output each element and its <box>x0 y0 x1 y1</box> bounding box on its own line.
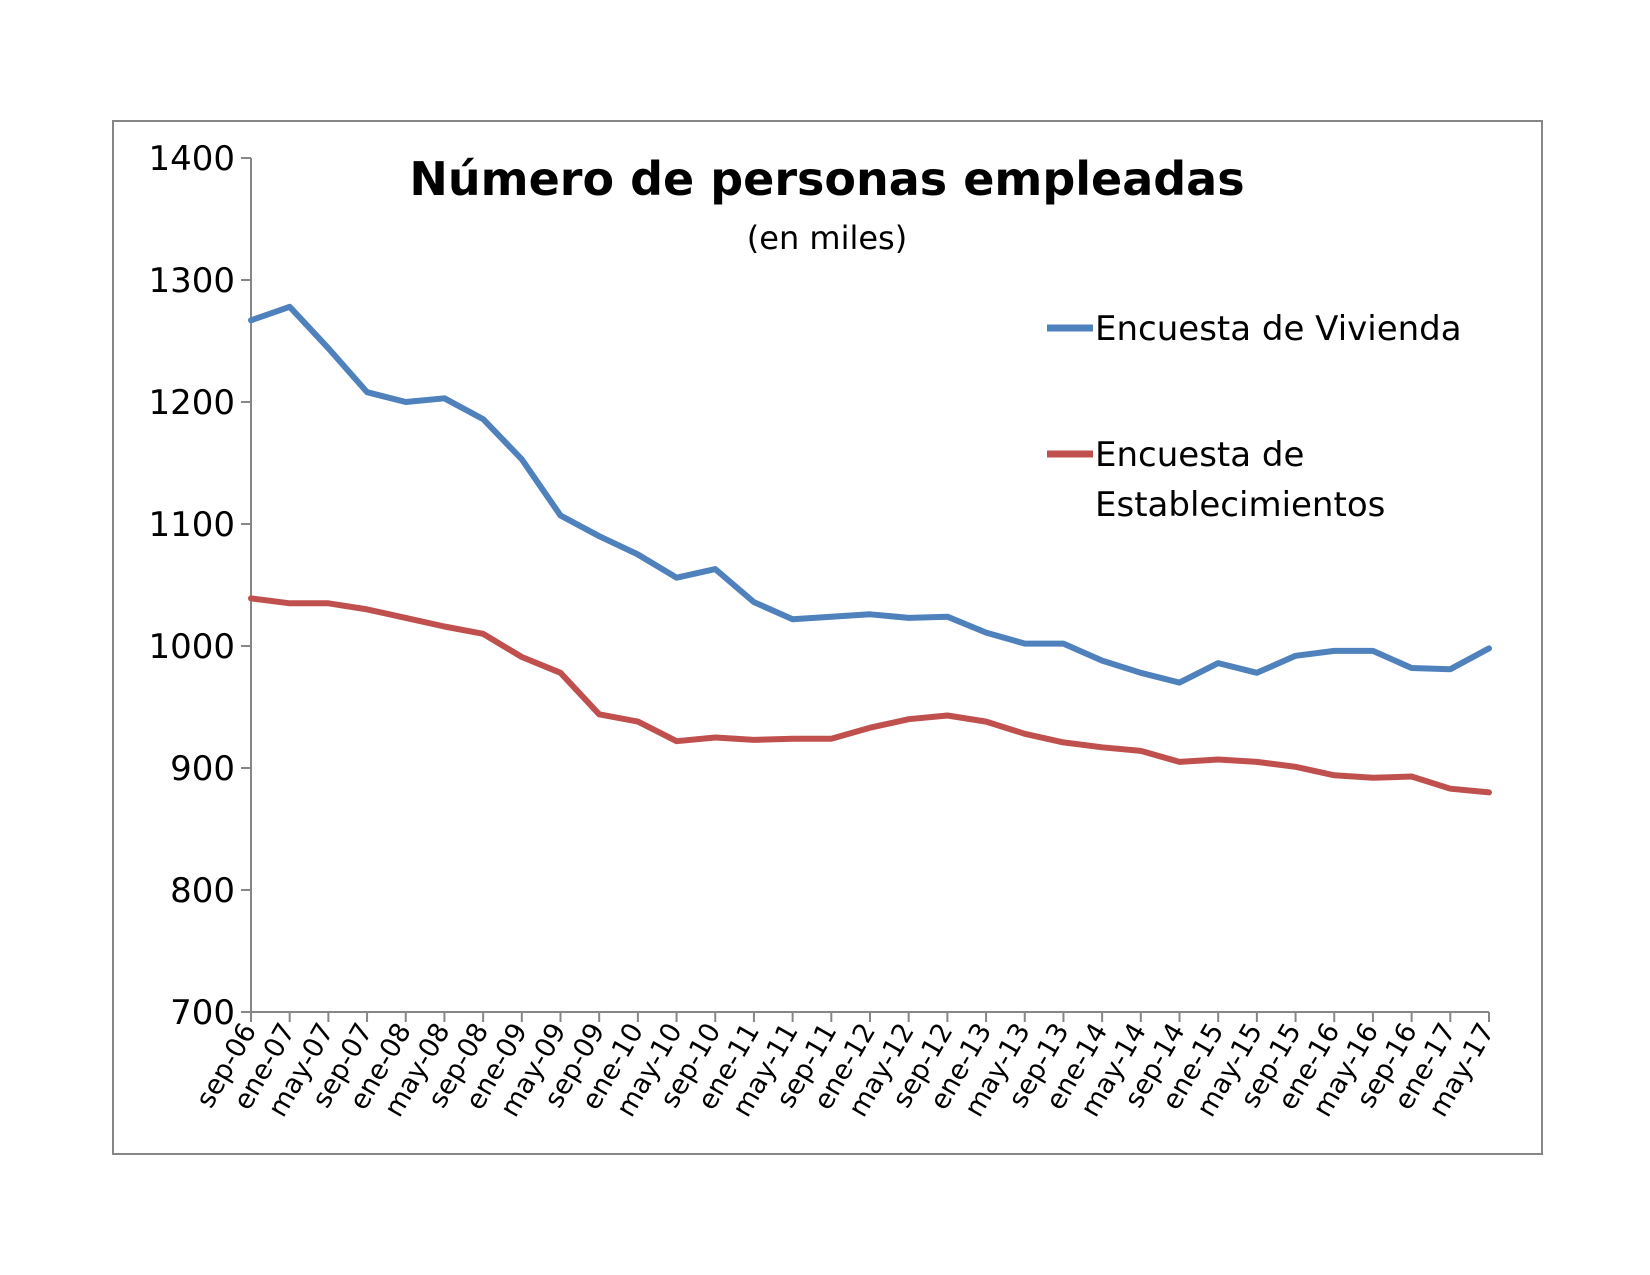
y-tick-label: 800 <box>170 871 235 911</box>
chart-title: Número de personas empleadas <box>409 152 1244 206</box>
legend: Encuesta de Vivienda Encuesta de Estable… <box>1047 309 1462 525</box>
chart-border <box>112 120 1543 1155</box>
plot-area <box>248 303 1492 796</box>
y-tick-label: 1200 <box>148 383 235 423</box>
legend-label-vivienda: Encuesta de Vivienda <box>1095 309 1462 349</box>
y-tick-label: 700 <box>170 993 235 1033</box>
y-tick-label: 1300 <box>148 261 235 301</box>
y-tick-label: 1100 <box>148 505 235 545</box>
y-axis: 700 800 900 1000 1100 1200 1300 1400 <box>148 139 252 1033</box>
chart-subtitle: (en miles) <box>747 219 907 257</box>
series-line-vivienda <box>248 303 1492 686</box>
legend-label-establecimientos: Encuesta de Establecimientos <box>1095 435 1385 525</box>
y-tick-label: 1400 <box>148 139 235 179</box>
y-tick-label: 1000 <box>148 627 235 667</box>
series-line-establecimientos <box>248 595 1492 796</box>
y-tick-label: 900 <box>170 749 235 789</box>
